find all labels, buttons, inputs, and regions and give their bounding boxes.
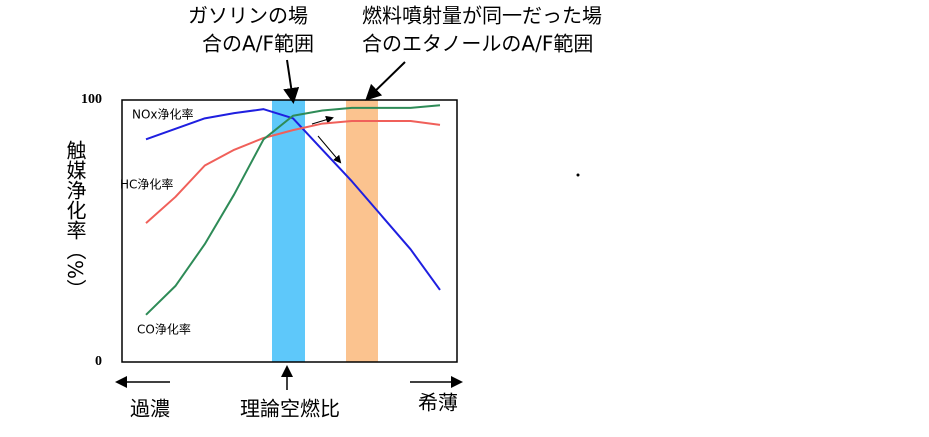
arrow <box>283 59 300 104</box>
x-label: 過濃 <box>130 397 170 421</box>
annotation: 合のA/F範囲 <box>202 32 314 56</box>
x-label: 理論空燃比 <box>240 397 340 421</box>
annotation: 燃料噴射量が同一だった場 <box>362 4 602 28</box>
arrow <box>365 61 406 101</box>
series-line <box>145 104 441 316</box>
x-label: 希薄 <box>418 391 458 415</box>
ethanol-band <box>346 100 378 362</box>
annotation: 合のエタノールのA/F範囲 <box>362 32 593 56</box>
y-axis-label: 触媒浄化率（%） <box>63 140 87 299</box>
dot <box>576 173 580 177</box>
y-tick-label: 0 <box>95 354 102 369</box>
series-label: CO浄化率 <box>137 322 191 337</box>
series-line <box>145 108 441 291</box>
arrow <box>311 115 334 125</box>
series-label: NOx浄化率 <box>132 107 194 122</box>
annotation: ガソリンの場 <box>188 4 308 28</box>
y-tick-label: 100 <box>81 92 102 107</box>
series-label: HC浄化率 <box>120 177 173 192</box>
gasoline-band <box>272 100 305 362</box>
series-line <box>145 119 441 224</box>
arrow <box>317 135 342 164</box>
